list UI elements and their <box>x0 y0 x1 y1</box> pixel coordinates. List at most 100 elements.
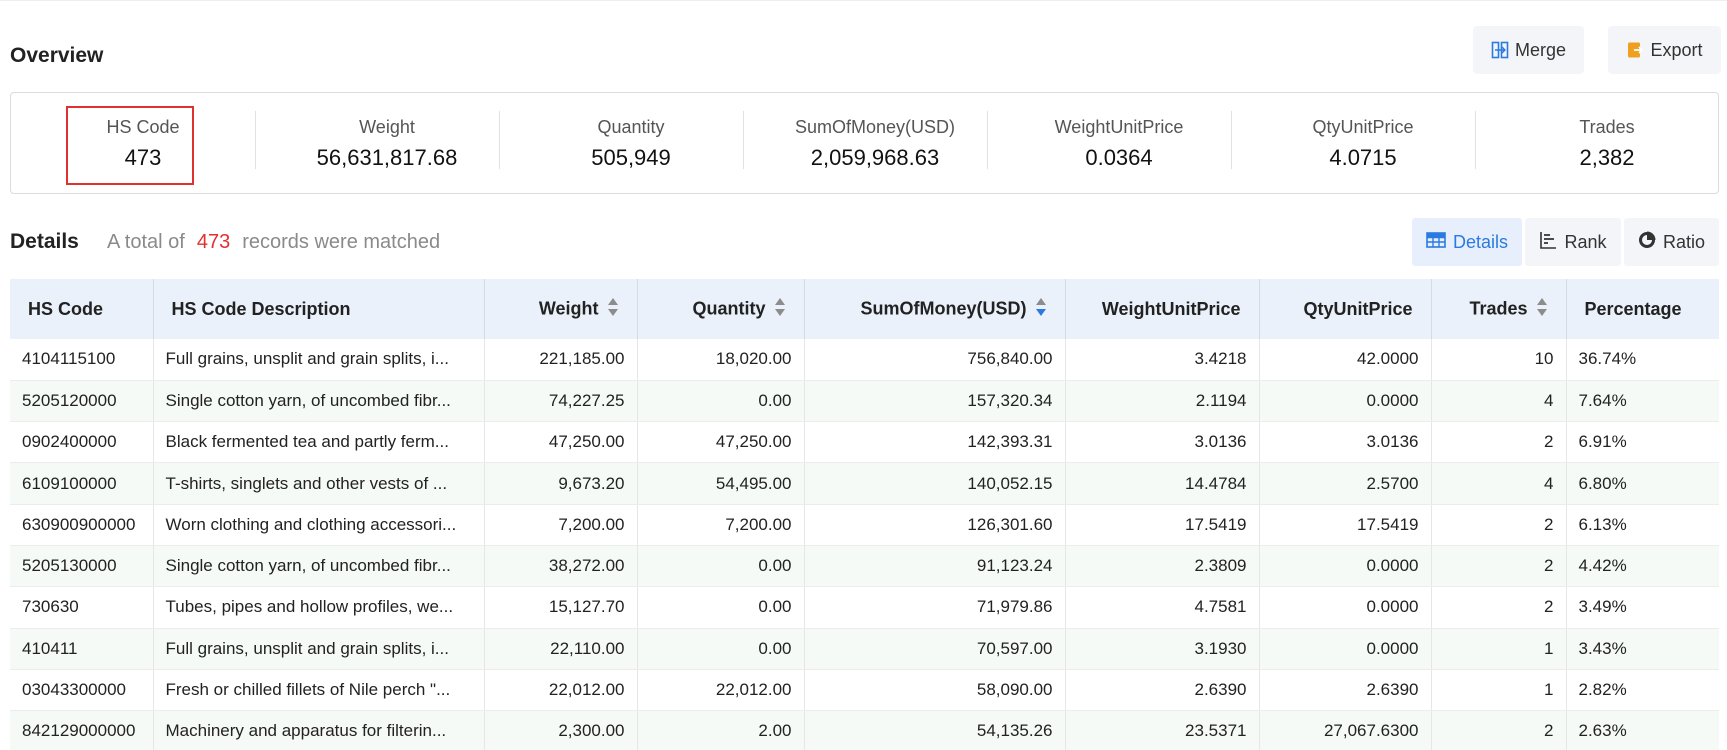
stat-divider <box>255 111 256 169</box>
cell-quantity: 18,020.00 <box>637 339 805 381</box>
table-row: 730630 Tubes, pipes and hollow profiles,… <box>10 586 1719 629</box>
cell-quantity: 7,200.00 <box>637 504 805 546</box>
cell-weight-unit-price: 2.6390 <box>1065 669 1260 712</box>
cell-weight: 15,127.70 <box>484 586 638 629</box>
highlight-box <box>66 106 194 185</box>
cell-weight-unit-price: 2.3809 <box>1065 545 1260 588</box>
merge-button[interactable]: Merge <box>1473 26 1584 74</box>
view-rank-button[interactable]: Rank <box>1525 218 1621 266</box>
stat-divider <box>1231 111 1232 169</box>
cell-trades: 2 <box>1431 710 1567 750</box>
stat-trades: Trades 2,382 <box>1485 93 1727 193</box>
cell-percentage: 36.74% <box>1566 339 1719 381</box>
details-title: Details <box>10 230 79 253</box>
rank-icon <box>1539 231 1557 254</box>
cell-weight: 47,250.00 <box>484 421 638 464</box>
cell-weight: 22,110.00 <box>484 628 638 670</box>
cell-percentage: 6.80% <box>1566 462 1719 505</box>
cell-percentage: 7.64% <box>1566 380 1719 423</box>
cell-description: Single cotton yarn, of uncombed fibr... <box>153 380 485 423</box>
cell-weight-unit-price: 14.4784 <box>1065 462 1260 505</box>
cell-weight-unit-price: 3.0136 <box>1065 421 1260 464</box>
col-quantity[interactable]: Quantity <box>637 279 805 339</box>
cell-quantity: 0.00 <box>637 628 805 670</box>
cell-hs-code[interactable]: 730630 <box>10 586 154 629</box>
cell-trades: 2 <box>1431 504 1567 546</box>
cell-percentage: 6.91% <box>1566 421 1719 464</box>
cell-weight-unit-price: 4.7581 <box>1065 586 1260 629</box>
cell-percentage: 4.42% <box>1566 545 1719 588</box>
cell-description: Full grains, unsplit and grain splits, i… <box>153 339 485 381</box>
cell-sum-of-money: 54,135.26 <box>804 710 1066 750</box>
cell-hs-code[interactable]: 03043300000 <box>10 669 154 712</box>
cell-trades: 2 <box>1431 586 1567 629</box>
cell-sum-of-money: 142,393.31 <box>804 421 1066 464</box>
table-row: 842129000000 Machinery and apparatus for… <box>10 710 1719 750</box>
cell-sum-of-money: 126,301.60 <box>804 504 1066 546</box>
stat-value: 0.0364 <box>1085 145 1153 170</box>
stat-sum-of-money: SumOfMoney(USD) 2,059,968.63 <box>753 93 997 193</box>
cell-percentage: 2.82% <box>1566 669 1719 712</box>
stat-label: Quantity <box>597 117 665 137</box>
cell-weight: 22,012.00 <box>484 669 638 712</box>
cell-description: Fresh or chilled fillets of Nile perch "… <box>153 669 485 712</box>
cell-description: Tubes, pipes and hollow profiles, we... <box>153 586 485 629</box>
export-button[interactable]: Export <box>1608 26 1721 74</box>
view-details-button[interactable]: Details <box>1412 218 1522 266</box>
cell-hs-code[interactable]: 0902400000 <box>10 421 154 464</box>
cell-qty-unit-price: 0.0000 <box>1259 545 1432 588</box>
cell-hs-code[interactable]: 630900900000 <box>10 504 154 546</box>
cell-weight: 2,300.00 <box>484 710 638 750</box>
cell-quantity: 0.00 <box>637 545 805 588</box>
col-trades[interactable]: Trades <box>1431 279 1567 339</box>
table-row: 5205120000 Single cotton yarn, of uncomb… <box>10 380 1719 423</box>
stat-divider <box>1475 111 1476 169</box>
stat-value: 4.0715 <box>1329 145 1397 170</box>
table-row: 6109100000 T-shirts, singlets and other … <box>10 462 1719 505</box>
stat-divider <box>499 111 500 169</box>
cell-sum-of-money: 58,090.00 <box>804 669 1066 712</box>
table-icon <box>1426 231 1446 253</box>
col-weight[interactable]: Weight <box>484 279 638 339</box>
cell-sum-of-money: 157,320.34 <box>804 380 1066 423</box>
cell-trades: 1 <box>1431 628 1567 670</box>
cell-description: T-shirts, singlets and other vests of ..… <box>153 462 485 505</box>
cell-trades: 1 <box>1431 669 1567 712</box>
stat-label: Trades <box>1579 117 1635 137</box>
stat-divider <box>743 111 744 169</box>
overview-title: Overview <box>10 44 104 67</box>
cell-hs-code[interactable]: 5205120000 <box>10 380 154 423</box>
sort-icon[interactable] <box>1536 297 1548 322</box>
cell-hs-code[interactable]: 842129000000 <box>10 710 154 750</box>
col-percentage: Percentage <box>1566 279 1719 339</box>
cell-percentage: 3.43% <box>1566 628 1719 670</box>
col-qty-unit-price: QtyUnitPrice <box>1259 279 1432 339</box>
table-row: 5205130000 Single cotton yarn, of uncomb… <box>10 545 1719 588</box>
cell-hs-code[interactable]: 6109100000 <box>10 462 154 505</box>
stat-weight: Weight 56,631,817.68 <box>265 93 509 193</box>
cell-sum-of-money: 70,597.00 <box>804 628 1066 670</box>
sort-icon[interactable] <box>607 297 619 322</box>
col-sum-of-money[interactable]: SumOfMoney(USD) <box>804 279 1066 339</box>
cell-hs-code[interactable]: 5205130000 <box>10 545 154 588</box>
view-ratio-button[interactable]: Ratio <box>1624 218 1719 266</box>
table-header-row: HS Code HS Code Description Weight Quant… <box>10 279 1719 339</box>
cell-weight: 7,200.00 <box>484 504 638 546</box>
cell-weight: 74,227.25 <box>484 380 638 423</box>
view-ratio-label: Ratio <box>1662 231 1706 252</box>
stat-value: 473 <box>124 145 162 170</box>
stat-weight-unit-price: WeightUnitPrice 0.0364 <box>997 93 1241 193</box>
cell-quantity: 2.00 <box>637 710 805 750</box>
table-row: 0902400000 Black fermented tea and partl… <box>10 421 1719 464</box>
cell-hs-code[interactable]: 410411 <box>10 628 154 670</box>
stat-label: SumOfMoney(USD) <box>794 117 956 137</box>
cell-qty-unit-price: 2.5700 <box>1259 462 1432 505</box>
merge-icon <box>1491 41 1509 59</box>
cell-quantity: 0.00 <box>637 380 805 423</box>
cell-sum-of-money: 91,123.24 <box>804 545 1066 588</box>
col-description: HS Code Description <box>153 279 485 339</box>
sort-desc-icon[interactable] <box>1035 297 1047 322</box>
cell-hs-code[interactable]: 4104115100 <box>10 339 154 381</box>
cell-quantity: 54,495.00 <box>637 462 805 505</box>
sort-icon[interactable] <box>774 297 786 322</box>
